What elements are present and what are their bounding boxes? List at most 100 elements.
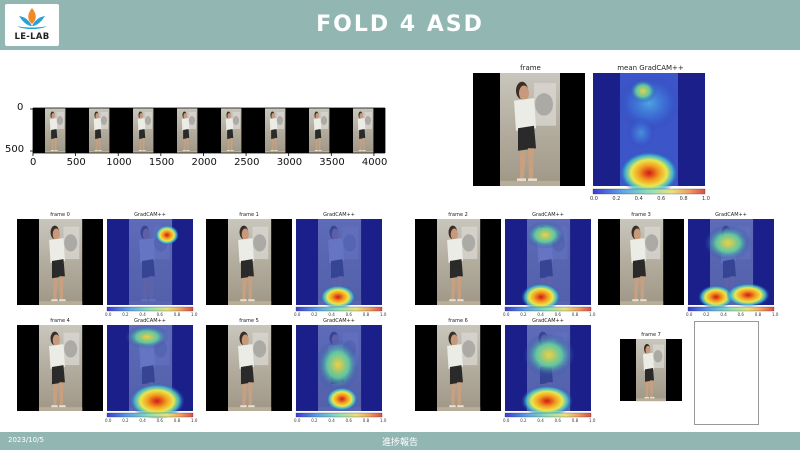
colorbar-tick-label: 0.6: [345, 312, 352, 317]
colorbar-tick-label: 0.4: [537, 418, 544, 423]
frame-image: [598, 219, 684, 305]
colorbar-tick-label: 0.0: [105, 418, 112, 423]
frame-title: frame 6: [448, 318, 468, 324]
gradcam-title: GradCAM++: [532, 212, 564, 218]
footer-bar: 2023/10/5 進捗報告: [0, 432, 800, 450]
frame-title: frame 5: [239, 318, 259, 324]
colorbar-tick-label: 0.0: [686, 312, 693, 317]
colorbar-tick-label: 0.8: [362, 418, 370, 423]
mean-gradcam-panel: frame mean GradCAM++ 0.0 0.2 0.4 0.6 0.8 1.0: [470, 62, 715, 207]
colorbar-tick-label: 0.6: [156, 312, 163, 317]
colorbar-tick-label: 0.0: [105, 312, 112, 317]
strip-frame-thumb: [177, 108, 198, 153]
strip-frame-thumb: [265, 108, 286, 153]
gradcam-image: [505, 219, 591, 311]
colorbar-tick-label: 0.2: [311, 312, 318, 317]
frame-title: frame 3: [631, 212, 651, 218]
activation-hotspot: [521, 283, 561, 311]
frame-image: [17, 219, 103, 305]
activation-hotspot: [155, 225, 179, 245]
activation-hotspot: [320, 285, 356, 309]
gradcam-title: GradCAM++: [323, 212, 355, 218]
colorbar: [106, 306, 194, 312]
colorbar-tick-label: 0.2: [122, 312, 129, 317]
frame-pair-6: frame 6 GradCAM++ 0.0 0.2 0.4 0.6 0.8 1.0: [415, 318, 600, 423]
frame-title: frame 4: [50, 318, 70, 324]
strip-image: [33, 108, 385, 153]
activation-hotspot: [698, 285, 734, 309]
x-tick-label: 500: [66, 157, 86, 168]
frame-image: [415, 325, 501, 411]
frame-pair-0: frame 0 GradCAM++ 0.0 0.2 0.4 0.6 0.8 1.0: [17, 212, 202, 317]
colorbar-tick-label: 0.6: [657, 196, 666, 202]
lab-logo: LE-LAB: [5, 4, 59, 46]
colorbar: [295, 412, 383, 418]
gradcam-title: GradCAM++: [715, 212, 747, 218]
mean-panel-svg: [473, 73, 706, 195]
logo-text: LE-LAB: [14, 32, 50, 42]
gradcam-image: [107, 325, 193, 419]
strip-frame-thumb: [221, 108, 242, 153]
colorbar-tick-label: 0.4: [537, 312, 544, 317]
frame-image: [17, 325, 103, 411]
colorbar: [106, 412, 194, 418]
colorbar-tick-label: 0.6: [554, 312, 561, 317]
colorbar-tick-label: 0.4: [139, 312, 146, 317]
mean-colorbar: [592, 188, 706, 195]
empty-subplot: [694, 321, 759, 425]
strip-frame-thumb: [309, 108, 330, 153]
colorbar-tick-label: 0.2: [520, 418, 527, 423]
activation-hotspot: [704, 225, 752, 261]
strip-frame-thumb: [133, 108, 154, 153]
colorbar-tick-label: 0.8: [571, 312, 579, 317]
colorbar-tick-label: 1.0: [589, 312, 596, 317]
y-tick-label: 0: [17, 102, 24, 113]
x-tick-label: 2500: [234, 157, 260, 168]
gradcam-image: [296, 219, 382, 309]
gradcam-title: GradCAM++: [134, 212, 166, 218]
colorbar: [504, 306, 592, 312]
x-tick-label: 2000: [191, 157, 217, 168]
colorbar-tick-label: 0.0: [294, 418, 301, 423]
colorbar: [687, 306, 775, 312]
colorbar: [295, 306, 383, 312]
strip-frame-thumb: [45, 108, 66, 153]
frame-image: [206, 219, 292, 305]
colorbar: [504, 412, 592, 418]
colorbar-tick-label: 0.8: [362, 312, 370, 317]
colorbar-tick-label: 0.2: [612, 196, 621, 202]
colorbar-tick-label: 1.0: [191, 418, 198, 423]
frame-pair-2: frame 2 GradCAM++ 0.0 0.2 0.4 0.6 0.8 1.0: [415, 212, 600, 317]
colorbar-tick-label: 0.4: [328, 312, 335, 317]
frame-title: frame 2: [448, 212, 468, 218]
colorbar-tick-label: 0.2: [703, 312, 710, 317]
page-title: FOLD 4 ASD: [316, 12, 484, 37]
colorbar-tick-label: 0.6: [737, 312, 744, 317]
colorbar-tick-label: 0.0: [294, 312, 301, 317]
header-bar: LE-LAB FOLD 4 ASD: [0, 0, 800, 50]
strip-frame-thumb: [89, 108, 110, 153]
colorbar-tick-label: 0.4: [634, 196, 643, 202]
colorbar-tick-label: 0.6: [554, 418, 561, 423]
frame-pair-7: frame 7: [598, 318, 783, 423]
mean-cam-title: mean GradCAM++: [617, 64, 684, 72]
strip-frame-thumb: [353, 108, 374, 153]
activation-hotspot: [523, 333, 575, 377]
x-tick-label: 0: [30, 157, 37, 168]
mean-frame-title: frame: [520, 64, 541, 72]
activation-hotspot: [316, 339, 360, 391]
x-tick-label: 1500: [148, 157, 175, 168]
activation-hotspot: [521, 385, 573, 417]
colorbar-tick-label: 0.0: [503, 418, 510, 423]
colorbar-tick-label: 0.2: [520, 312, 527, 317]
gradcam-title: GradCAM++: [532, 318, 564, 324]
frame-strip-plot: 0 500 0 500 1000 1500 2000 2500 3000 3500 4000: [0, 100, 400, 175]
colorbar-tick-label: 0.2: [122, 418, 129, 423]
colorbar-tick-label: 0.4: [720, 312, 727, 317]
activation-hotspot: [525, 221, 565, 249]
colorbar-tick-label: 0.4: [328, 418, 335, 423]
activation-hotspot: [326, 387, 358, 411]
frame-pair-5: frame 5 GradCAM++ 0.0 0.2 0.4 0.6 0.8 1.0: [206, 318, 391, 423]
gradcam-image: [107, 219, 193, 305]
colorbar-tick-label: 0.0: [590, 196, 598, 202]
